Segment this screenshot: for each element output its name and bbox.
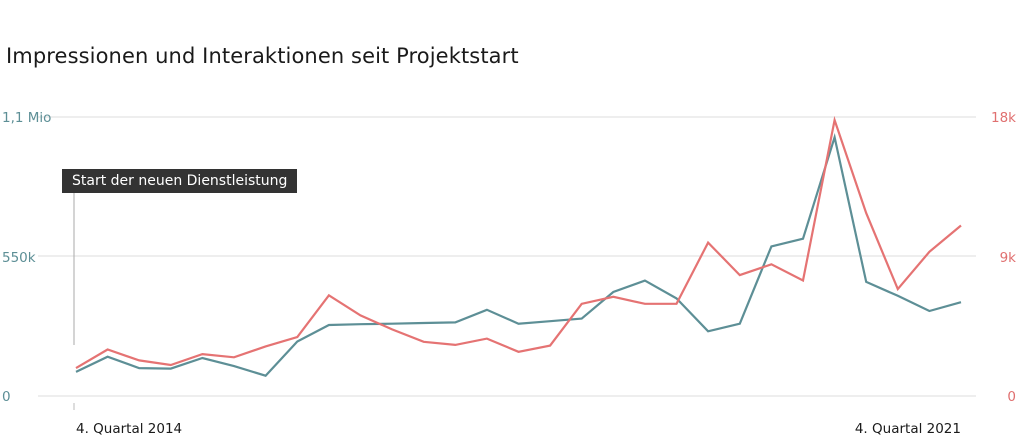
y-left-tick-top: 1,1 Mio: [2, 110, 51, 126]
chart-title: Impressionen und Interaktionen seit Proj…: [6, 44, 519, 68]
y-left-tick-mid: 550k: [2, 250, 36, 266]
y-left-tick-zero: 0: [2, 389, 11, 405]
series-line-impressions: [75, 133, 962, 377]
y-right-tick-top: 18k: [991, 110, 1016, 126]
series-line-interactions: [75, 115, 962, 370]
series-group: [75, 115, 962, 377]
x-label-end: 4. Quartal 2021: [855, 421, 961, 436]
annotation-label: Start der neuen Dienstleistung: [62, 169, 298, 193]
y-right-tick-mid: 9k: [1000, 250, 1017, 266]
gridlines: [38, 116, 976, 397]
y-right-tick-zero: 0: [1007, 389, 1016, 405]
x-label-start: 4. Quartal 2014: [76, 421, 182, 436]
